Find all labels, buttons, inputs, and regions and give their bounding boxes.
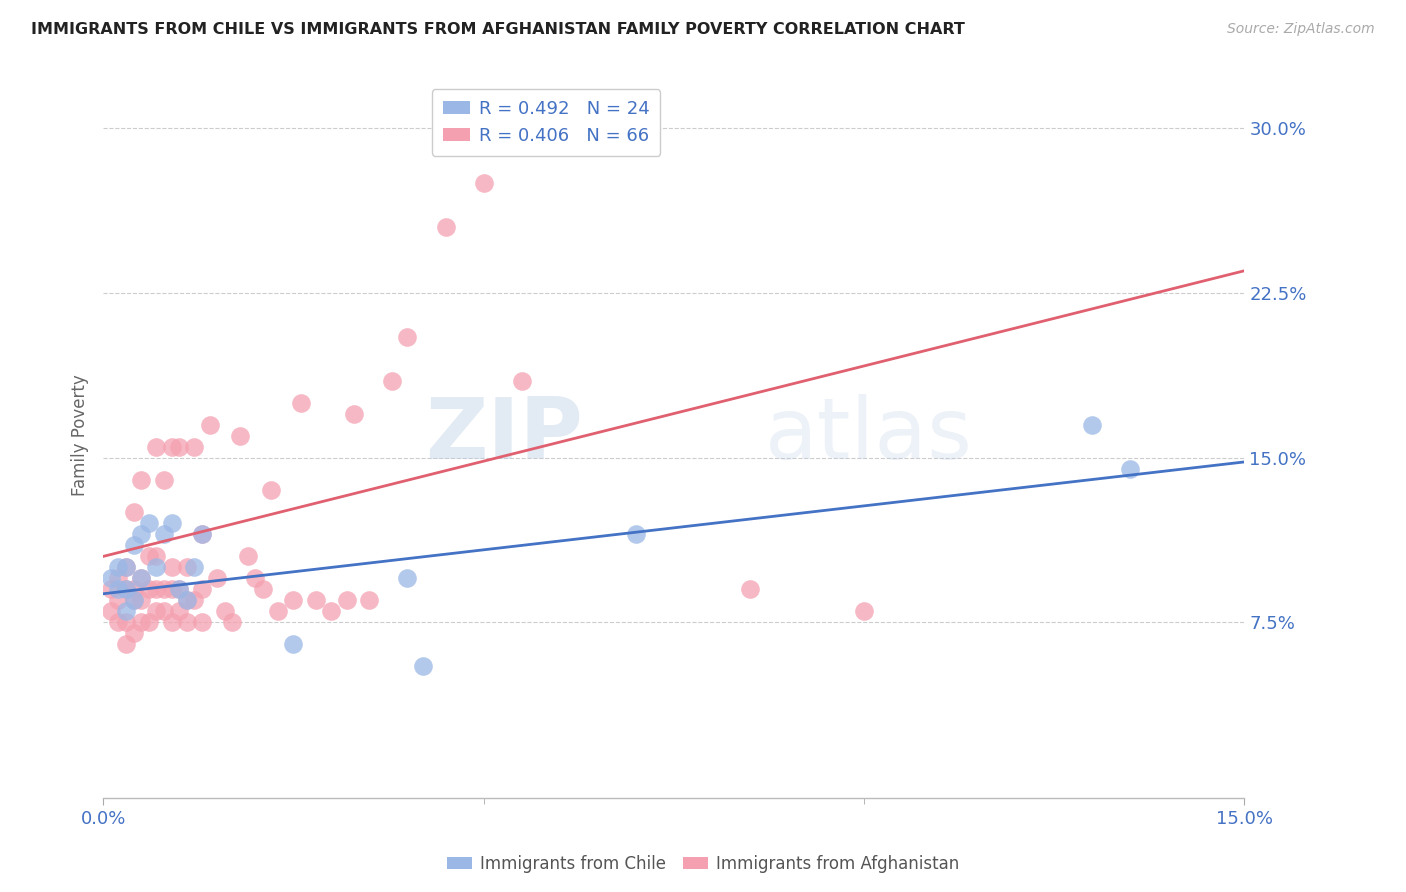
Point [198, 417, 221, 432]
Legend: Immigrants from Chile, Immigrants from Afghanistan: Immigrants from Chile, Immigrants from A… [440, 848, 966, 880]
Point [472, 176, 495, 190]
Point [153, 604, 176, 618]
Point [107, 593, 129, 607]
Point [852, 604, 875, 618]
Point [160, 560, 183, 574]
Point [115, 637, 138, 651]
Point [191, 615, 214, 630]
Point [153, 473, 176, 487]
Legend: R = 0.492   N = 24, R = 0.406   N = 66: R = 0.492 N = 24, R = 0.406 N = 66 [432, 89, 661, 156]
Point [381, 374, 404, 388]
Point [183, 560, 205, 574]
Point [129, 593, 152, 607]
Point [115, 560, 138, 574]
Point [214, 604, 236, 618]
Point [167, 582, 190, 597]
Point [122, 538, 145, 552]
Point [100, 582, 122, 597]
Point [115, 604, 138, 618]
Point [1081, 417, 1104, 432]
Text: atlas: atlas [765, 394, 973, 477]
Point [160, 440, 183, 454]
Point [167, 440, 190, 454]
Point [107, 582, 129, 597]
Point [160, 582, 183, 597]
Point [129, 473, 152, 487]
Point [138, 615, 160, 630]
Point [115, 582, 138, 597]
Point [259, 483, 281, 498]
Point [336, 593, 359, 607]
Point [252, 582, 274, 597]
Point [160, 516, 183, 531]
Point [122, 626, 145, 640]
Point [359, 593, 381, 607]
Point [183, 593, 205, 607]
Point [176, 593, 198, 607]
Point [122, 593, 145, 607]
Point [434, 219, 457, 234]
Point [167, 604, 190, 618]
Point [183, 440, 205, 454]
Point [153, 527, 176, 541]
Point [129, 571, 152, 585]
Point [624, 527, 647, 541]
Point [100, 571, 122, 585]
Point [129, 527, 152, 541]
Point [129, 615, 152, 630]
Point [107, 615, 129, 630]
Point [207, 571, 229, 585]
Point [176, 615, 198, 630]
Text: IMMIGRANTS FROM CHILE VS IMMIGRANTS FROM AFGHANISTAN FAMILY POVERTY CORRELATION : IMMIGRANTS FROM CHILE VS IMMIGRANTS FROM… [31, 22, 965, 37]
Point [176, 560, 198, 574]
Point [145, 549, 167, 564]
Point [245, 571, 267, 585]
Point [100, 604, 122, 618]
Text: Source: ZipAtlas.com: Source: ZipAtlas.com [1227, 22, 1375, 37]
Point [236, 549, 259, 564]
Point [510, 374, 533, 388]
Point [122, 582, 145, 597]
Point [145, 560, 167, 574]
Point [138, 582, 160, 597]
Point [145, 582, 167, 597]
Point [343, 407, 366, 421]
Point [321, 604, 343, 618]
Point [145, 604, 167, 618]
Point [153, 582, 176, 597]
Point [107, 560, 129, 574]
Point [115, 582, 138, 597]
Point [738, 582, 761, 597]
Point [267, 604, 290, 618]
Point [167, 582, 190, 597]
Point [107, 571, 129, 585]
Point [191, 527, 214, 541]
Point [160, 615, 183, 630]
Point [138, 549, 160, 564]
Point [191, 527, 214, 541]
Point [290, 395, 312, 409]
Text: ZIP: ZIP [425, 394, 582, 477]
Point [115, 615, 138, 630]
Point [115, 560, 138, 574]
Point [412, 659, 434, 673]
Point [191, 582, 214, 597]
Point [122, 593, 145, 607]
Point [1119, 461, 1142, 475]
Point [305, 593, 328, 607]
Point [129, 571, 152, 585]
Point [396, 571, 419, 585]
Point [283, 593, 305, 607]
Point [138, 516, 160, 531]
Point [221, 615, 243, 630]
Point [145, 440, 167, 454]
Point [283, 637, 305, 651]
Point [229, 428, 252, 442]
Point [396, 329, 419, 343]
Y-axis label: Family Poverty: Family Poverty [72, 375, 89, 497]
Point [122, 506, 145, 520]
Point [176, 593, 198, 607]
